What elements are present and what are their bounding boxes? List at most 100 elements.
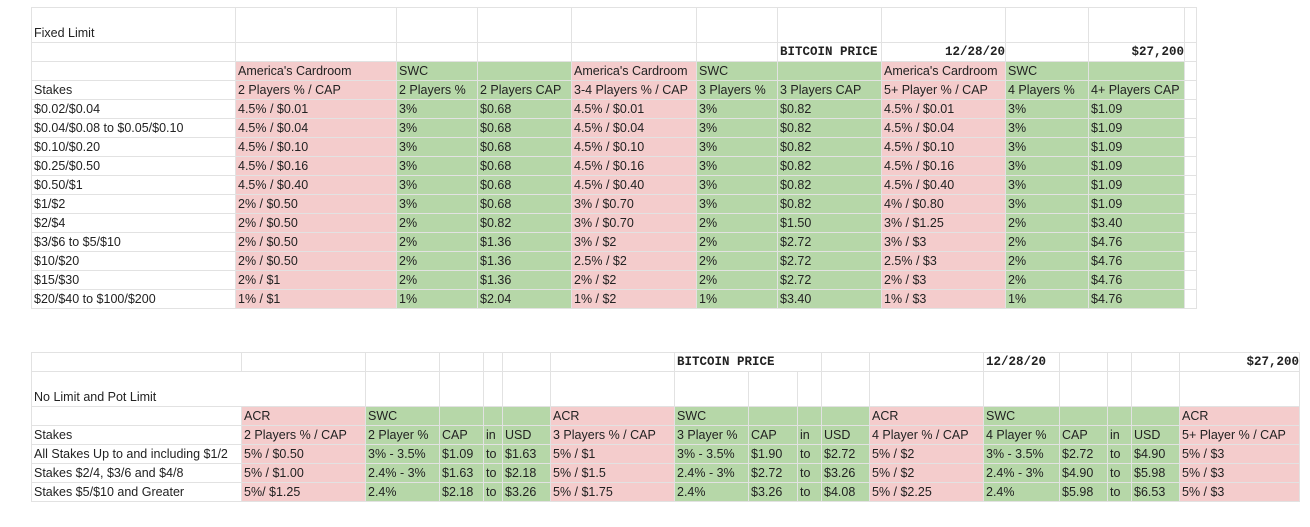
group-header[interactable]: America's Cardroom — [571, 61, 697, 81]
rake-cell[interactable]: 2% — [1005, 270, 1089, 290]
rake-cell[interactable]: $4.76 — [1088, 289, 1185, 309]
column-header[interactable]: 4+ Players CAP — [1088, 80, 1185, 100]
column-header[interactable]: 3 Players % / CAP — [550, 425, 675, 445]
rake-cell[interactable]: 4.5% / $0.04 — [571, 118, 697, 138]
rake-cell[interactable]: to — [1107, 444, 1132, 464]
rake-cell[interactable]: 3% — [696, 137, 778, 157]
rake-cell[interactable]: 3% - 3.5% — [365, 444, 440, 464]
rake-cell[interactable]: 3% — [696, 99, 778, 119]
rake-cell[interactable]: $1.50 — [777, 213, 882, 233]
rake-cell[interactable]: $1.36 — [477, 251, 572, 271]
rake-cell[interactable]: 2% — [1005, 213, 1089, 233]
column-header[interactable]: 4 Player % / CAP — [869, 425, 984, 445]
rake-cell[interactable]: $0.68 — [477, 175, 572, 195]
column-header[interactable]: 3 Players % — [696, 80, 778, 100]
rake-cell[interactable]: 2% / $3 — [881, 270, 1006, 290]
rake-cell[interactable]: 4.5% / $0.10 — [881, 137, 1006, 157]
rake-cell[interactable]: 3% — [396, 194, 478, 214]
rake-cell[interactable]: 5% / $2 — [869, 463, 984, 483]
rake-cell[interactable]: 2% / $0.50 — [235, 213, 397, 233]
rake-cell[interactable]: $2.04 — [477, 289, 572, 309]
column-header[interactable]: 5+ Player % / CAP — [881, 80, 1006, 100]
rake-cell[interactable]: $1.63 — [439, 463, 484, 483]
rake-cell[interactable]: 3% — [696, 175, 778, 195]
column-header[interactable]: 5+ Player % / CAP — [1179, 425, 1300, 445]
rake-cell[interactable]: $0.82 — [777, 194, 882, 214]
rake-cell[interactable]: 2% — [696, 213, 778, 233]
column-header[interactable]: 4 Player % — [983, 425, 1060, 445]
rake-cell[interactable]: 1% / $1 — [235, 289, 397, 309]
rake-cell[interactable]: $1.63 — [502, 444, 551, 464]
column-header[interactable]: Stakes — [31, 80, 236, 100]
rake-cell[interactable]: $4.90 — [1059, 463, 1108, 483]
stakes-cell[interactable]: $10/$20 — [31, 251, 236, 271]
column-header[interactable]: in — [797, 425, 822, 445]
column-header[interactable]: 2 Player % — [365, 425, 440, 445]
rake-cell[interactable]: 2% — [696, 251, 778, 271]
rake-cell[interactable]: 2% / $0.50 — [235, 232, 397, 252]
rake-cell[interactable]: $1.09 — [1088, 175, 1185, 195]
rake-cell[interactable]: $1.09 — [1088, 194, 1185, 214]
stakes-cell[interactable]: $0.50/$1 — [31, 175, 236, 195]
rake-cell[interactable]: 2% — [396, 270, 478, 290]
column-header[interactable]: CAP — [439, 425, 484, 445]
rake-cell[interactable]: 4.5% / $0.10 — [235, 137, 397, 157]
column-header[interactable]: USD — [1131, 425, 1180, 445]
rake-cell[interactable]: 5% / $0.50 — [241, 444, 366, 464]
rake-cell[interactable]: $0.82 — [777, 99, 882, 119]
rake-cell[interactable]: 3% — [1005, 137, 1089, 157]
rake-cell[interactable]: $4.76 — [1088, 251, 1185, 271]
rake-cell[interactable]: 3% — [396, 118, 478, 138]
rake-cell[interactable]: $5.98 — [1131, 463, 1180, 483]
column-header[interactable]: USD — [821, 425, 870, 445]
column-header[interactable]: Stakes — [31, 425, 242, 445]
rake-cell[interactable]: $1.09 — [1088, 99, 1185, 119]
rake-cell[interactable]: 3% — [1005, 175, 1089, 195]
rake-cell[interactable]: 4.5% / $0.40 — [881, 175, 1006, 195]
rake-cell[interactable]: to — [797, 444, 822, 464]
rake-cell[interactable]: $5.98 — [1059, 482, 1108, 502]
bitcoin-date[interactable]: 12/28/20 — [881, 42, 1006, 62]
rake-cell[interactable]: 5% / $1.00 — [241, 463, 366, 483]
bitcoin-price-value[interactable]: $27,200 — [1179, 352, 1300, 372]
rake-cell[interactable]: 4.5% / $0.01 — [571, 99, 697, 119]
rake-cell[interactable]: 4.5% / $0.04 — [881, 118, 1006, 138]
stakes-cell[interactable]: $15/$30 — [31, 270, 236, 290]
group-header[interactable]: America's Cardroom — [881, 61, 1006, 81]
column-header[interactable]: in — [483, 425, 503, 445]
rake-cell[interactable]: 3% / $0.70 — [571, 213, 697, 233]
bitcoin-price-value[interactable]: $27,200 — [1088, 42, 1185, 62]
column-header[interactable]: CAP — [1059, 425, 1108, 445]
rake-cell[interactable]: 4.5% / $0.16 — [881, 156, 1006, 176]
rake-cell[interactable]: 2.4% — [365, 482, 440, 502]
rake-cell[interactable]: $3.40 — [1088, 213, 1185, 233]
rake-cell[interactable]: 4.5% / $0.10 — [571, 137, 697, 157]
rake-cell[interactable]: 3% / $0.70 — [571, 194, 697, 214]
rake-cell[interactable]: to — [483, 444, 503, 464]
group-header[interactable]: ACR — [869, 406, 984, 426]
rake-cell[interactable]: $1.36 — [477, 232, 572, 252]
group-header[interactable]: ACR — [1179, 406, 1300, 426]
rake-cell[interactable]: 5% / $1 — [550, 444, 675, 464]
rake-cell[interactable]: 4.5% / $0.04 — [235, 118, 397, 138]
rake-cell[interactable]: $4.90 — [1131, 444, 1180, 464]
rake-cell[interactable]: 5% / $3 — [1179, 444, 1300, 464]
rake-cell[interactable]: 3% — [696, 118, 778, 138]
rake-cell[interactable]: 5% / $3 — [1179, 482, 1300, 502]
rake-cell[interactable]: 3% — [396, 175, 478, 195]
column-header[interactable]: CAP — [748, 425, 798, 445]
rake-cell[interactable]: 4.5% / $0.01 — [881, 99, 1006, 119]
rake-cell[interactable]: $0.68 — [477, 156, 572, 176]
stakes-cell[interactable]: $0.04/$0.08 to $0.05/$0.10 — [31, 118, 236, 138]
rake-cell[interactable]: $4.76 — [1088, 270, 1185, 290]
rake-cell[interactable]: 2% — [696, 270, 778, 290]
rake-cell[interactable]: 5% / $1.5 — [550, 463, 675, 483]
rake-cell[interactable]: 3% - 3.5% — [674, 444, 749, 464]
group-header[interactable]: SWC — [365, 406, 440, 426]
rake-cell[interactable]: $3.26 — [502, 482, 551, 502]
rake-cell[interactable]: 3% / $3 — [881, 232, 1006, 252]
stakes-cell[interactable]: Stakes $2/4, $3/6 and $4/8 — [31, 463, 242, 483]
rake-cell[interactable]: 3% — [396, 99, 478, 119]
rake-cell[interactable]: $1.90 — [748, 444, 798, 464]
rake-cell[interactable]: 5%/ $1.25 — [241, 482, 366, 502]
